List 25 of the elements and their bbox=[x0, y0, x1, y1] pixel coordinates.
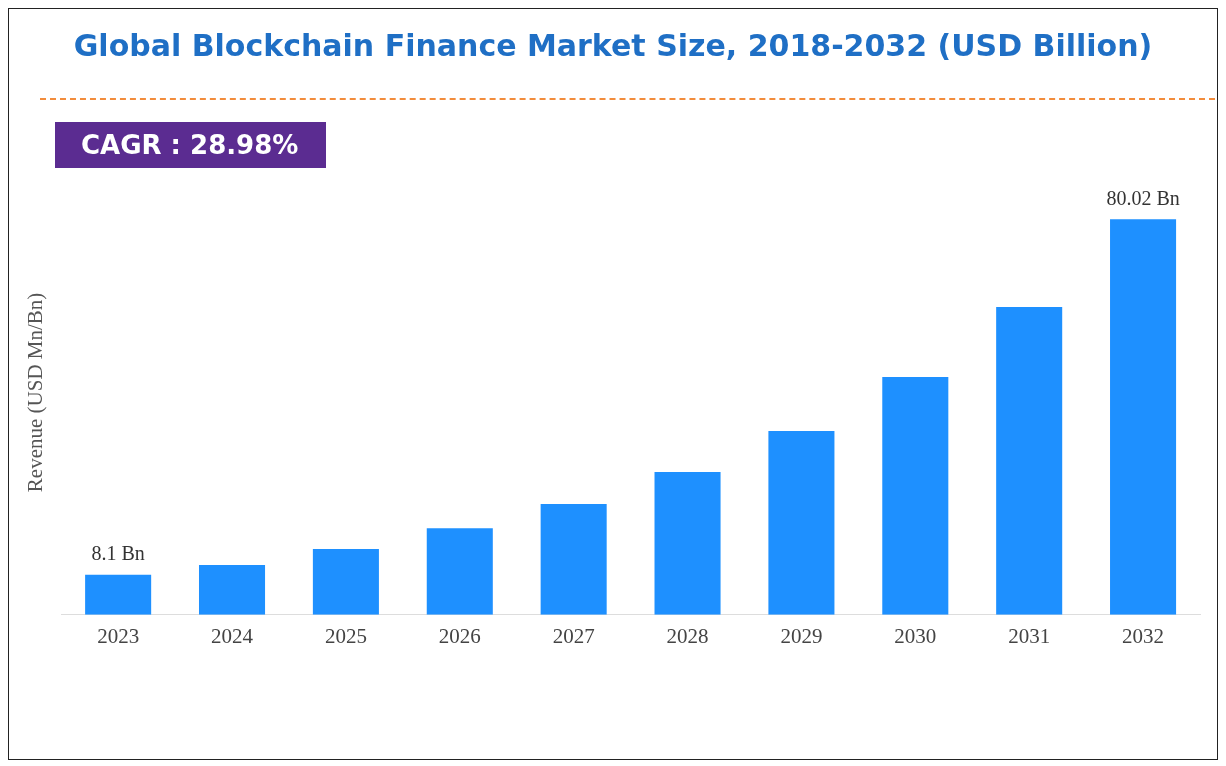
bar bbox=[768, 430, 835, 615]
x-tick-label: 2028 bbox=[666, 623, 709, 648]
bar bbox=[882, 377, 949, 615]
x-tick-label: 2026 bbox=[438, 623, 481, 648]
x-tick-label: 2024 bbox=[211, 623, 254, 648]
x-tick-label: 2031 bbox=[1008, 623, 1051, 648]
bar bbox=[85, 574, 152, 615]
x-tick-label: 2032 bbox=[1122, 623, 1165, 648]
bar bbox=[312, 549, 379, 615]
y-axis-title: Revenue (USD Mn/Bn) bbox=[23, 292, 48, 493]
x-tick-label: 2030 bbox=[894, 623, 937, 648]
bar bbox=[996, 306, 1063, 615]
x-tick-label: 2029 bbox=[780, 623, 823, 648]
x-tick-label: 2025 bbox=[324, 623, 367, 648]
x-tick-label: 2023 bbox=[97, 623, 140, 648]
data-label: 8.1 Bn bbox=[91, 542, 145, 565]
bar bbox=[426, 528, 493, 615]
bar bbox=[654, 471, 721, 615]
data-label: 80.02 Bn bbox=[1106, 186, 1180, 209]
chart-title: Global Blockchain Finance Market Size, 2018-2032 (USD Billion) bbox=[72, 28, 1154, 63]
bar bbox=[1110, 219, 1177, 615]
x-tick-label: 2027 bbox=[552, 623, 595, 648]
text: CAGR : 28.98% bbox=[55, 122, 327, 168]
bar bbox=[199, 564, 266, 615]
bar bbox=[540, 504, 607, 615]
